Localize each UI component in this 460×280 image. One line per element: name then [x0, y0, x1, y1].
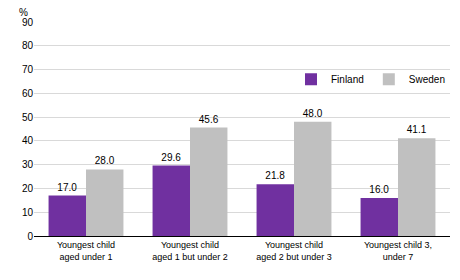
svg-text:70: 70	[22, 64, 34, 75]
svg-text:16.0: 16.0	[369, 184, 389, 195]
svg-text:21.8: 21.8	[265, 170, 285, 181]
svg-text:30: 30	[22, 159, 34, 170]
svg-text:10: 10	[22, 207, 34, 218]
svg-text:Youngest child 3,under 7: Youngest child 3,under 7	[364, 240, 432, 262]
svg-text:48.0: 48.0	[303, 108, 323, 119]
svg-text:Finland: Finland	[331, 74, 364, 85]
svg-text:80: 80	[22, 40, 34, 51]
svg-text:0: 0	[27, 231, 33, 242]
svg-text:%: %	[19, 7, 28, 18]
svg-text:Youngest childaged 1 but under: Youngest childaged 1 but under 2	[152, 240, 228, 262]
svg-text:Youngest childaged under 1: Youngest childaged under 1	[57, 240, 115, 262]
svg-text:Sweden: Sweden	[409, 74, 445, 85]
svg-text:41.1: 41.1	[407, 124, 427, 135]
svg-text:45.6: 45.6	[199, 114, 219, 125]
svg-text:20: 20	[22, 183, 34, 194]
svg-text:17.0: 17.0	[57, 182, 77, 193]
svg-text:28.0: 28.0	[95, 155, 115, 166]
svg-text:40: 40	[22, 135, 34, 146]
svg-text:29.6: 29.6	[161, 152, 181, 163]
svg-text:Youngest childaged 2 but under: Youngest childaged 2 but under 3	[256, 240, 332, 262]
svg-text:90: 90	[22, 17, 34, 28]
svg-text:50: 50	[22, 112, 34, 123]
svg-text:60: 60	[22, 88, 34, 99]
